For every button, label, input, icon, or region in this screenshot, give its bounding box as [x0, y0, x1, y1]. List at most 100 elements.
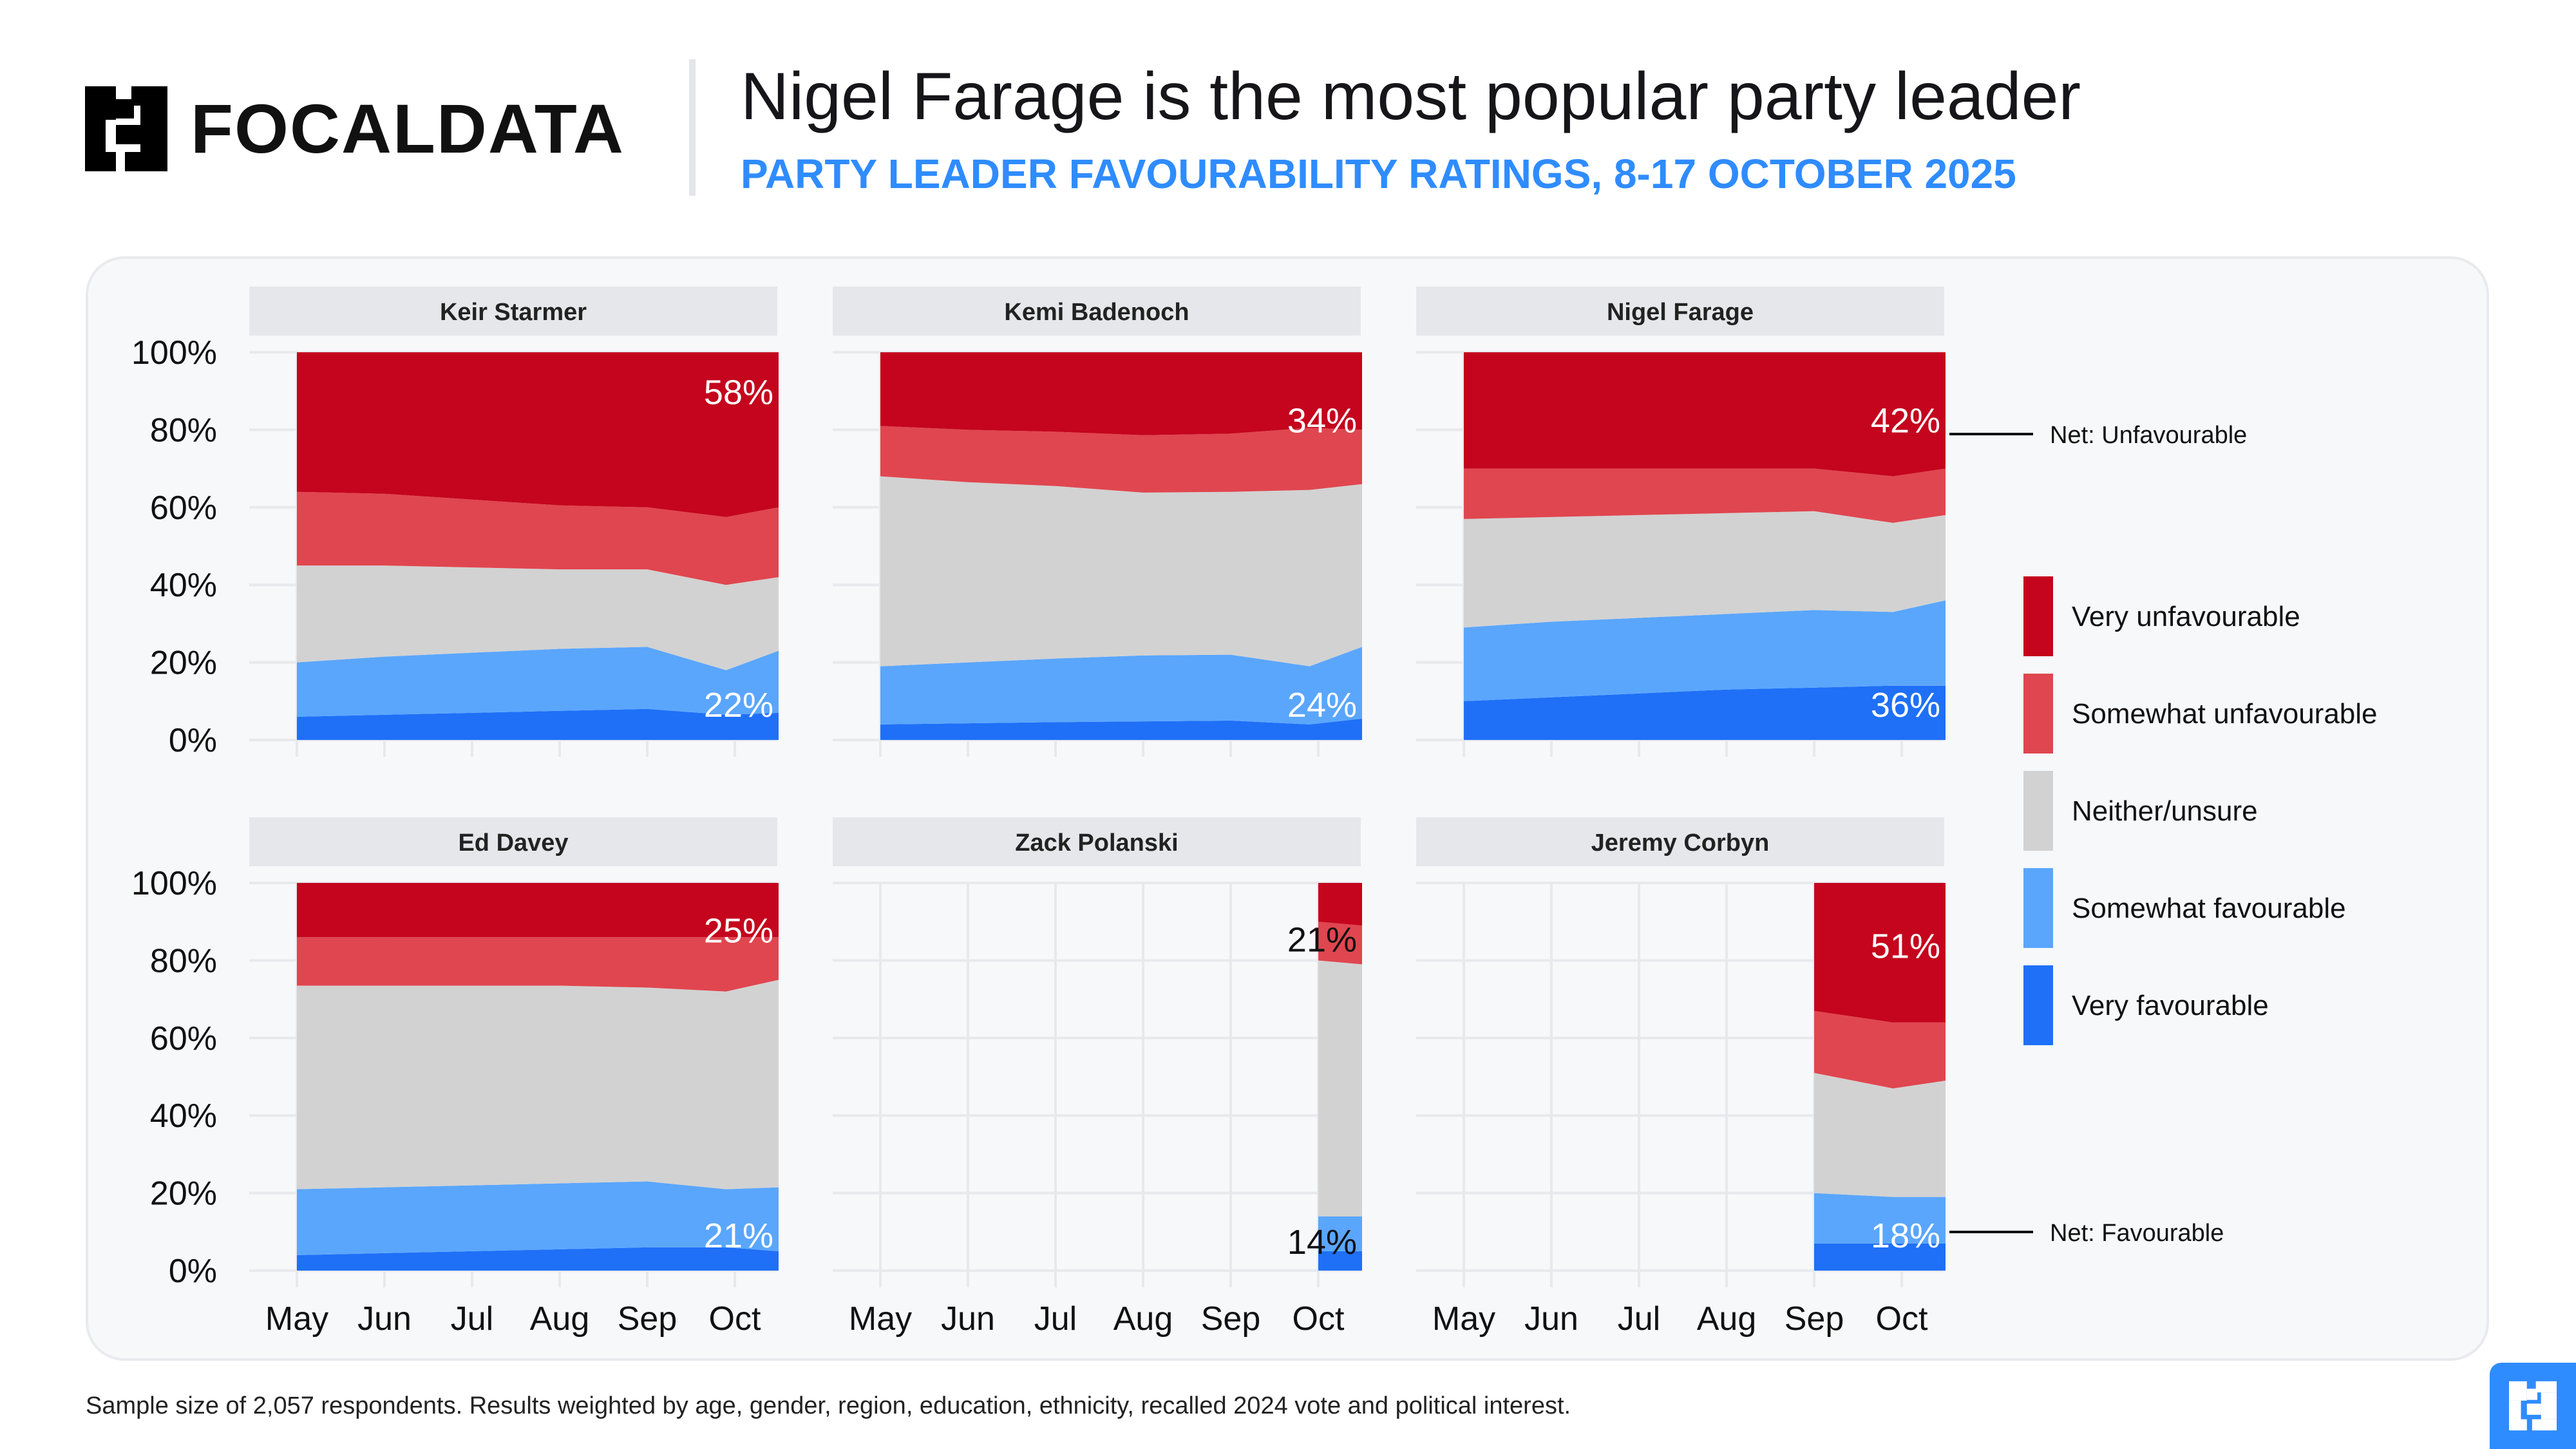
legend-label-neither: Neither/unsure: [2072, 795, 2258, 827]
x-tick-label: Jul: [451, 1300, 493, 1338]
area-neither: [880, 476, 1362, 667]
area-somewhat-favourable: [1464, 600, 1946, 701]
x-tick-label: Oct: [1293, 1300, 1345, 1338]
area-somewhat-favourable: [297, 647, 779, 717]
x-tick-label: Aug: [1697, 1300, 1757, 1338]
legend-label-somewhat-favourable: Somewhat favourable: [2072, 893, 2346, 924]
footnote: Sample size of 2,057 respondents. Result…: [86, 1392, 1571, 1419]
panel-keir-starmer: [249, 287, 779, 757]
area-very-unfavourable: [1814, 883, 1946, 1023]
legend-swatch-neither: [2023, 771, 2053, 851]
panel-title-ed-davey: Ed Davey: [458, 829, 568, 857]
area-somewhat-unfavourable: [1318, 922, 1362, 965]
page-title: Nigel Farage is the most popular party l…: [741, 59, 2081, 134]
y-tick-label: 40%: [150, 1097, 217, 1135]
panel-title-strip: [1416, 287, 1944, 336]
y-tick-label: 20%: [150, 645, 217, 682]
panel-title-strip: [833, 287, 1361, 336]
area-neither: [1318, 960, 1362, 1217]
area-very-unfavourable: [1318, 883, 1362, 926]
net-unfavourable-label: 58%: [704, 373, 773, 412]
legend-swatch-very-favourable: [2023, 965, 2053, 1045]
area-very-favourable: [297, 708, 779, 740]
area-very-favourable: [880, 718, 1362, 740]
x-tick-label: Jun: [357, 1300, 412, 1338]
legend-swatch-somewhat-favourable: [2023, 868, 2053, 948]
x-tick-label: May: [1432, 1300, 1495, 1338]
y-tick-label: 60%: [150, 1020, 217, 1057]
net-favourable-label: 36%: [1871, 686, 1940, 724]
y-tick-label: 100%: [131, 334, 217, 372]
legend-label-somewhat-unfavourable: Somewhat unfavourable: [2072, 698, 2378, 730]
panel-title-strip: [1416, 817, 1944, 866]
net-unfavourable-label: 34%: [1287, 401, 1357, 440]
y-tick-label: 80%: [150, 942, 217, 980]
x-tick-label: Jun: [1524, 1300, 1578, 1338]
x-tick-label: Aug: [530, 1300, 590, 1338]
brand-name: FOCALDATA: [191, 90, 625, 167]
net-unfavourable-label: 42%: [1871, 401, 1940, 440]
panel-title-kemi-badenoch: Kemi Badenoch: [1004, 299, 1189, 326]
area-somewhat-unfavourable: [297, 491, 779, 585]
net-favourable-label: 22%: [704, 686, 773, 724]
x-tick-label: Jun: [941, 1300, 995, 1338]
legend-label-very-unfavourable: Very unfavourable: [2072, 601, 2300, 632]
net-unfavourable-label: 25%: [704, 911, 773, 950]
net-favourable-annotation: Net: Favourable: [2050, 1220, 2224, 1247]
page-subtitle: PARTY LEADER FAVOURABILITY RATINGS, 8-17…: [741, 151, 2016, 197]
net-unfavourable-annotation: Net: Unfavourable: [2050, 422, 2247, 449]
x-tick-label: May: [849, 1300, 912, 1338]
corner-logo-icon: [2490, 1363, 2576, 1449]
y-tick-label: 20%: [150, 1175, 217, 1213]
net-favourable-label: 21%: [704, 1217, 773, 1255]
area-somewhat-favourable: [880, 647, 1362, 724]
area-neither: [1814, 1073, 1946, 1197]
y-tick-label: 80%: [150, 412, 217, 449]
x-tick-label: Sep: [618, 1300, 677, 1338]
panel-ed-davey: [249, 817, 779, 1287]
net-favourable-label: 24%: [1287, 686, 1357, 724]
x-tick-label: Jul: [1618, 1300, 1660, 1338]
area-somewhat-favourable: [297, 1181, 779, 1255]
area-very-unfavourable: [297, 352, 779, 517]
area-somewhat-favourable: [1318, 1216, 1362, 1251]
area-somewhat-favourable: [1814, 1193, 1946, 1244]
net-unfavourable-label: 21%: [1287, 920, 1357, 959]
panel-title-zack-polanski: Zack Polanski: [1015, 829, 1178, 857]
x-tick-label: May: [265, 1300, 328, 1338]
area-neither: [297, 980, 779, 1189]
area-somewhat-unfavourable: [880, 426, 1362, 493]
x-tick-label: Sep: [1785, 1300, 1844, 1338]
panel-kemi-badenoch: [833, 287, 1362, 757]
x-tick-label: Oct: [709, 1300, 761, 1338]
panel-title-nigel-farage: Nigel Farage: [1607, 299, 1754, 326]
area-very-favourable: [1814, 1243, 1946, 1271]
y-tick-label: 0%: [169, 1253, 217, 1290]
area-neither: [1464, 511, 1946, 628]
legend-label-very-favourable: Very favourable: [2072, 990, 2269, 1021]
area-neither: [297, 565, 779, 670]
panel-title-jeremy-corbyn: Jeremy Corbyn: [1591, 829, 1770, 857]
legend-swatch-somewhat-unfavourable: [2023, 674, 2053, 753]
panel-title-strip: [249, 287, 777, 336]
area-somewhat-unfavourable: [1814, 1010, 1946, 1089]
panel-nigel-farage: [1416, 287, 1946, 757]
panel-jeremy-corbyn: [1416, 817, 1946, 1287]
area-very-favourable: [1464, 685, 1946, 740]
area-very-favourable: [297, 1247, 779, 1271]
area-very-unfavourable: [297, 883, 779, 938]
net-favourable-label: 14%: [1287, 1223, 1357, 1262]
header-divider: [689, 59, 696, 196]
area-somewhat-unfavourable: [1464, 468, 1946, 523]
y-tick-label: 40%: [150, 567, 217, 604]
area-very-unfavourable: [880, 352, 1362, 435]
x-tick-label: Jul: [1034, 1300, 1077, 1338]
net-favourable-label: 18%: [1871, 1217, 1940, 1255]
y-tick-label: 0%: [169, 722, 217, 759]
area-somewhat-unfavourable: [297, 937, 779, 992]
panel-title-strip: [833, 817, 1361, 866]
y-tick-label: 60%: [150, 489, 217, 527]
y-tick-label: 100%: [131, 865, 217, 902]
panel-zack-polanski: [833, 817, 1362, 1287]
